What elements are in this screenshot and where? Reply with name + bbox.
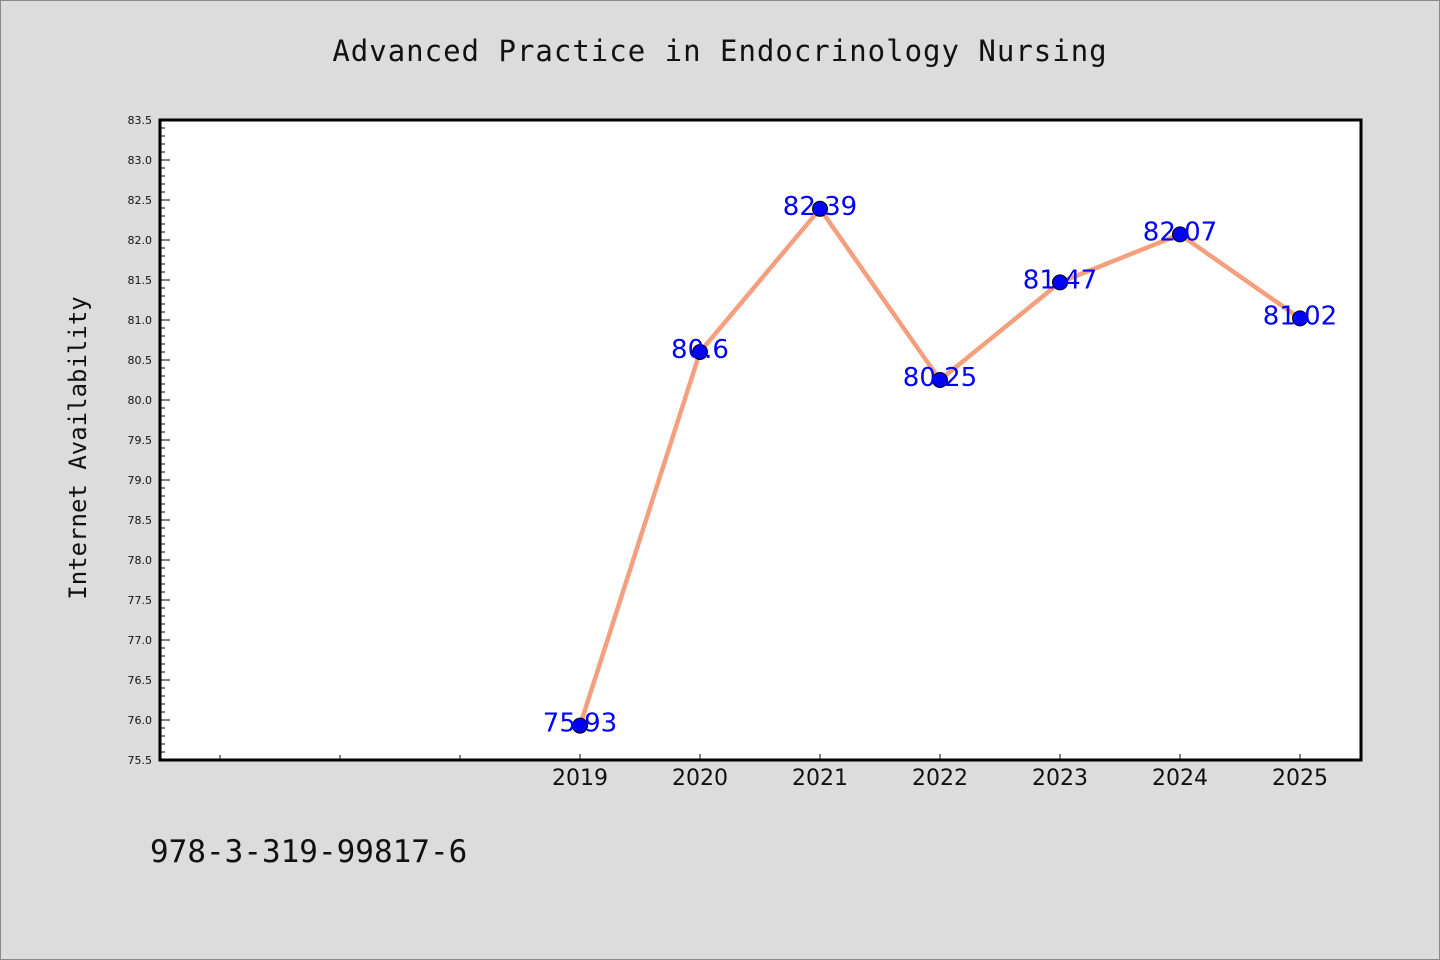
data-point [1172, 226, 1188, 243]
y-tick-label: 81.5 [128, 274, 153, 287]
y-tick-label: 82.5 [128, 194, 153, 207]
x-tick-label: 2020 [672, 766, 728, 791]
data-label: 81.02 [1263, 301, 1337, 331]
y-tick-label: 81.0 [128, 314, 153, 327]
y-tick-label: 75.5 [128, 754, 153, 767]
y-tick-label: 79.0 [128, 474, 153, 487]
data-point [1292, 310, 1308, 327]
y-tick-label: 80.5 [128, 354, 153, 367]
data-label: 80.6 [671, 335, 729, 365]
data-labels-group: 75.93 80.6 82.39 80.25 81.47 82.07 81.02 [543, 192, 1337, 739]
data-point [572, 717, 588, 734]
y-tick-label: 82.0 [128, 234, 153, 247]
y-tick-label: 83.0 [128, 154, 153, 167]
y-tick-label: 76.0 [128, 714, 153, 727]
x-axis: 2019 2020 2021 2022 2023 2024 2025 [219, 754, 1328, 791]
data-label: 82.07 [1143, 217, 1217, 247]
data-label: 75.93 [543, 709, 617, 739]
x-tick-label: 2021 [792, 766, 848, 791]
y-tick-label: 77.0 [128, 634, 153, 647]
y-tick-label: 79.5 [128, 434, 153, 447]
y-tick-label: 77.5 [128, 594, 153, 607]
data-point [1052, 274, 1068, 291]
y-tick-label: 83.5 [128, 114, 153, 127]
data-label: 80.25 [903, 363, 977, 393]
y-tick-label: 78.5 [128, 514, 153, 527]
x-tick-label: 2019 [552, 766, 608, 791]
y-axis-label: Internet Availability [64, 296, 92, 599]
data-point [812, 200, 828, 217]
y-tick-label: 76.5 [128, 674, 153, 687]
data-point [692, 344, 708, 360]
x-tick-label: 2024 [1152, 766, 1208, 791]
data-label: 82.39 [783, 192, 857, 222]
y-tick-label: 80.0 [128, 394, 153, 407]
x-tick-label: 2025 [1272, 766, 1328, 791]
isbn-code: 978-3-319-99817-6 [150, 834, 468, 870]
data-label: 81.47 [1023, 265, 1097, 295]
y-tick-label: 78.0 [128, 554, 153, 567]
chart-title: Advanced Practice in Endocrinology Nursi… [332, 34, 1108, 68]
y-axis: 75.5 76.0 76.5 77.0 77.5 78.0 78.5 79.0 79.5 80.0… [128, 114, 170, 767]
x-tick-label: 2022 [912, 766, 968, 791]
plot-area [158, 118, 1363, 762]
series-points-group [572, 200, 1308, 734]
x-tick-label: 2023 [1032, 766, 1088, 791]
data-point [932, 372, 948, 388]
